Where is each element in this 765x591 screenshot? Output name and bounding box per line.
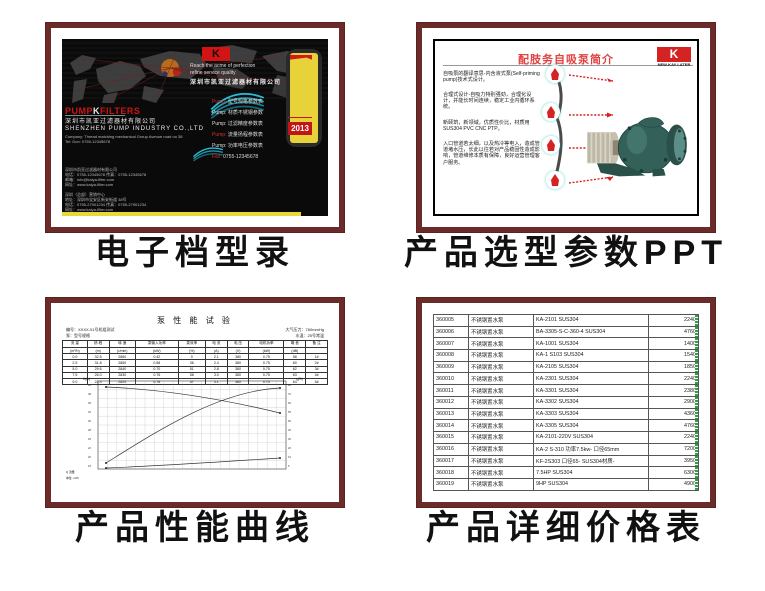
svg-text:10: 10 (288, 455, 291, 459)
svg-text:22: 22 (88, 446, 91, 450)
svg-text:55: 55 (288, 410, 291, 414)
svg-text:18: 18 (88, 464, 91, 468)
svg-text:32: 32 (88, 410, 91, 414)
svg-text:80: 80 (288, 383, 291, 387)
svg-text:30: 30 (88, 419, 91, 423)
svg-text:35: 35 (88, 401, 91, 405)
svg-text:30: 30 (288, 437, 291, 441)
svg-text:H(m): H(m) (83, 377, 90, 381)
svg-text:38: 38 (88, 392, 91, 396)
svg-text:20: 20 (288, 446, 291, 450)
svg-text:40: 40 (88, 383, 91, 387)
svg-text:60: 60 (288, 401, 291, 405)
svg-text:50: 50 (288, 419, 291, 423)
svg-text:20: 20 (88, 455, 91, 459)
svg-text:单位: m³/h: 单位: m³/h (66, 476, 79, 480)
svg-text:Q 流量: Q 流量 (66, 470, 75, 474)
svg-text:40: 40 (288, 428, 291, 432)
svg-text:28: 28 (88, 428, 91, 432)
svg-text:5: 5 (288, 464, 290, 468)
svg-text:η(%): η(%) (296, 377, 303, 381)
svg-text:25: 25 (88, 437, 91, 441)
svg-text:70: 70 (288, 392, 291, 396)
